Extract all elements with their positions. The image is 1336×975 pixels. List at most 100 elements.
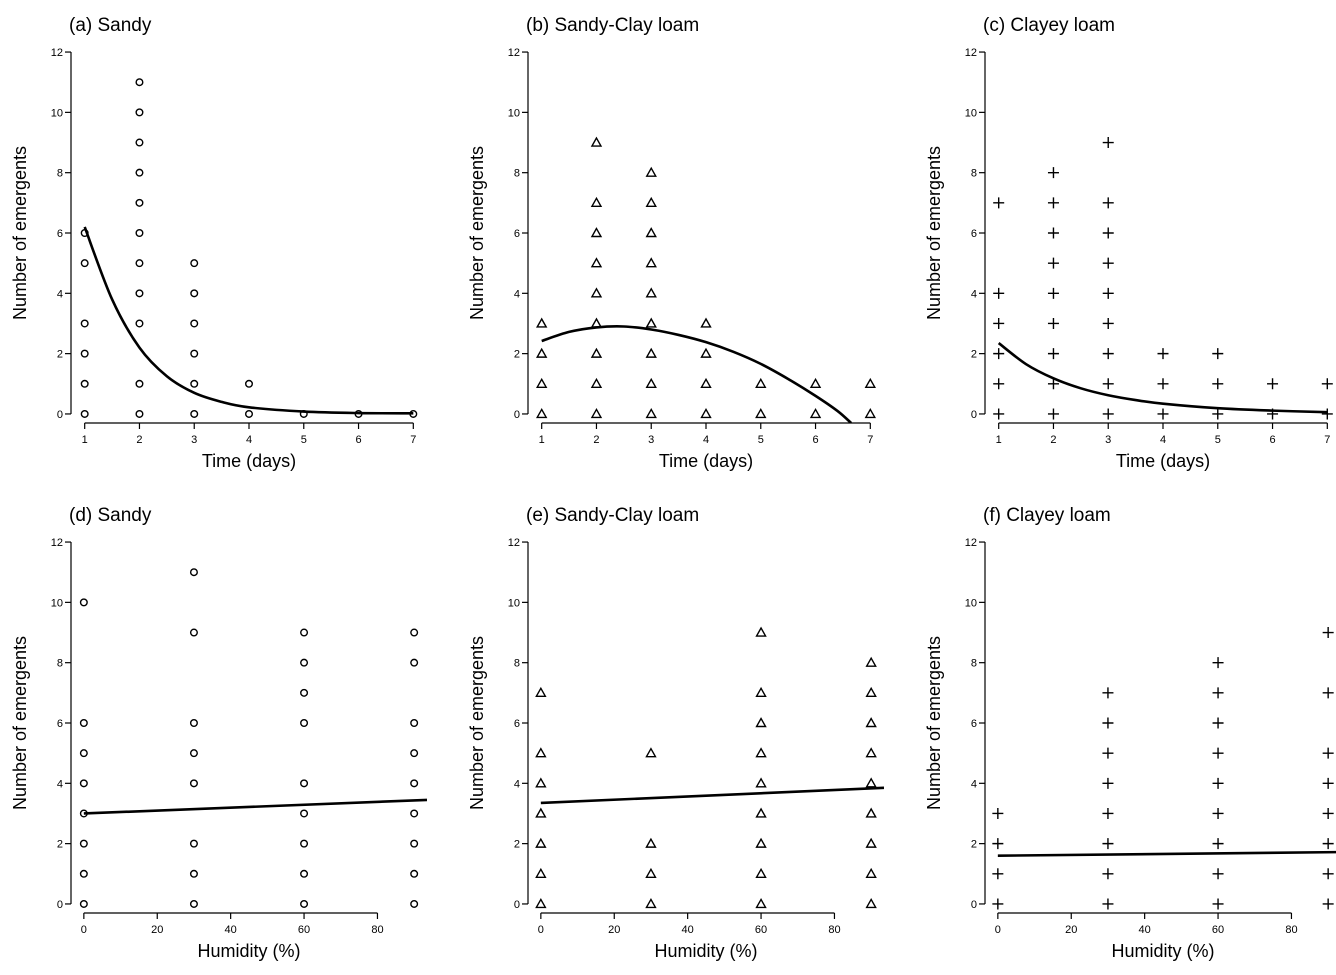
- data-point-triangle: [864, 377, 877, 388]
- data-point-circle: [80, 379, 89, 388]
- data-point-circle: [189, 749, 198, 758]
- data-point-circle: [135, 108, 144, 117]
- panel-title: (c) Clayey loam: [983, 15, 1115, 36]
- y-axis-label: Number of emergents: [10, 146, 30, 320]
- x-tick-label: 40: [682, 924, 694, 936]
- y-tick-label: 4: [514, 288, 520, 300]
- data-point-circle: [135, 259, 144, 268]
- data-point-plus: [993, 348, 1005, 360]
- data-point-plus: [1157, 378, 1169, 390]
- data-point-plus: [1322, 777, 1334, 789]
- data-point-circle: [189, 628, 198, 637]
- data-point-plus: [1212, 777, 1224, 789]
- data-points: [79, 568, 419, 908]
- data-point-triangle: [590, 227, 603, 238]
- x-tick-label: 4: [703, 434, 709, 446]
- y-tick-label: 12: [51, 47, 63, 59]
- y-tick-label: 4: [57, 778, 63, 790]
- x-axis-label: Humidity (%): [1111, 941, 1214, 961]
- data-point-plus: [1102, 257, 1114, 269]
- data-point-triangle: [590, 287, 603, 298]
- chart-panel-d: (d) Sandy 0 2 4 6 8 10 12 0 20 40 60 80 Humidity (%) N…: [10, 505, 427, 961]
- data-point-plus: [1322, 898, 1334, 910]
- fit-line: [83, 226, 414, 415]
- data-point-circle: [135, 78, 144, 87]
- data-point-triangle: [865, 777, 877, 788]
- x-tick-label: 60: [298, 924, 310, 936]
- data-point-plus: [1047, 408, 1059, 420]
- data-point-plus: [1102, 378, 1114, 390]
- data-point-plus: [1047, 317, 1059, 329]
- x-tick-label: 80: [371, 924, 383, 936]
- data-point-triangle: [535, 807, 547, 818]
- data-point-triangle: [645, 257, 657, 268]
- data-point-triangle: [865, 807, 877, 818]
- data-point-circle: [300, 779, 309, 788]
- y-axis-label: Number of emergents: [924, 636, 944, 810]
- data-point-circle: [410, 839, 419, 848]
- data-point-circle: [190, 409, 199, 418]
- data-point-plus: [1047, 287, 1059, 299]
- data-point-circle: [135, 289, 144, 298]
- y-tick-label: 2: [57, 349, 63, 361]
- data-point-triangle: [755, 898, 767, 909]
- data-point-triangle: [590, 317, 603, 328]
- data-point-circle: [410, 658, 419, 667]
- x-tick-label: 7: [867, 434, 873, 446]
- data-point-plus: [1102, 868, 1114, 880]
- data-point-triangle: [755, 408, 767, 419]
- y-tick-label: 8: [57, 658, 63, 670]
- data-point-triangle: [755, 777, 767, 788]
- data-point-circle: [80, 319, 89, 328]
- data-point-plus: [1157, 348, 1169, 360]
- y-tick-label: 6: [57, 228, 63, 240]
- data-point-circle: [300, 688, 309, 697]
- data-point-triangle: [590, 136, 603, 147]
- panel-title: (f) Clayey loam: [983, 505, 1111, 526]
- x-tick-label: 20: [151, 924, 163, 936]
- y-tick-label: 8: [971, 658, 977, 670]
- panel-title: (a) Sandy: [69, 15, 152, 36]
- y-tick-label: 6: [971, 228, 977, 240]
- data-point-circle: [135, 228, 144, 237]
- x-axis-label: Time (days): [202, 451, 296, 471]
- data-point-circle: [410, 899, 419, 908]
- data-point-circle: [300, 719, 309, 728]
- data-point-circle: [135, 319, 144, 328]
- data-point-plus: [1102, 137, 1114, 149]
- data-point-plus: [1212, 717, 1224, 729]
- y-axis-label: Number of emergents: [10, 636, 30, 810]
- data-point-circle: [189, 719, 198, 728]
- data-point-plus: [1102, 317, 1114, 329]
- data-point-triangle: [590, 408, 603, 419]
- y-tick-label: 10: [51, 107, 63, 119]
- data-point-triangle: [755, 747, 767, 758]
- data-point-triangle: [645, 287, 657, 298]
- data-point-plus: [1102, 747, 1114, 759]
- data-point-triangle: [809, 408, 822, 419]
- data-point-triangle: [535, 408, 548, 419]
- data-point-plus: [1212, 657, 1224, 669]
- data-point-circle: [80, 349, 89, 358]
- data-point-plus: [1212, 378, 1224, 390]
- data-point-plus: [1212, 898, 1224, 910]
- y-tick-label: 0: [57, 409, 63, 421]
- data-point-plus: [993, 317, 1005, 329]
- x-tick-label: 40: [225, 924, 237, 936]
- data-point-circle: [300, 869, 309, 878]
- x-tick-label: 60: [755, 924, 767, 936]
- y-tick-label: 8: [514, 168, 520, 180]
- fit-line: [997, 850, 1336, 857]
- x-tick-label: 1: [539, 434, 545, 446]
- panel-title: (e) Sandy-Clay loam: [526, 505, 699, 526]
- data-point-circle: [300, 899, 309, 908]
- x-tick-label: 4: [246, 434, 252, 446]
- data-point-triangle: [755, 867, 767, 878]
- data-point-circle: [410, 628, 419, 637]
- data-point-plus: [1102, 348, 1114, 360]
- data-point-circle: [190, 349, 199, 358]
- x-tick-label: 2: [593, 434, 599, 446]
- x-tick-label: 6: [1269, 434, 1275, 446]
- y-tick-label: 10: [51, 597, 63, 609]
- data-point-triangle: [590, 196, 603, 208]
